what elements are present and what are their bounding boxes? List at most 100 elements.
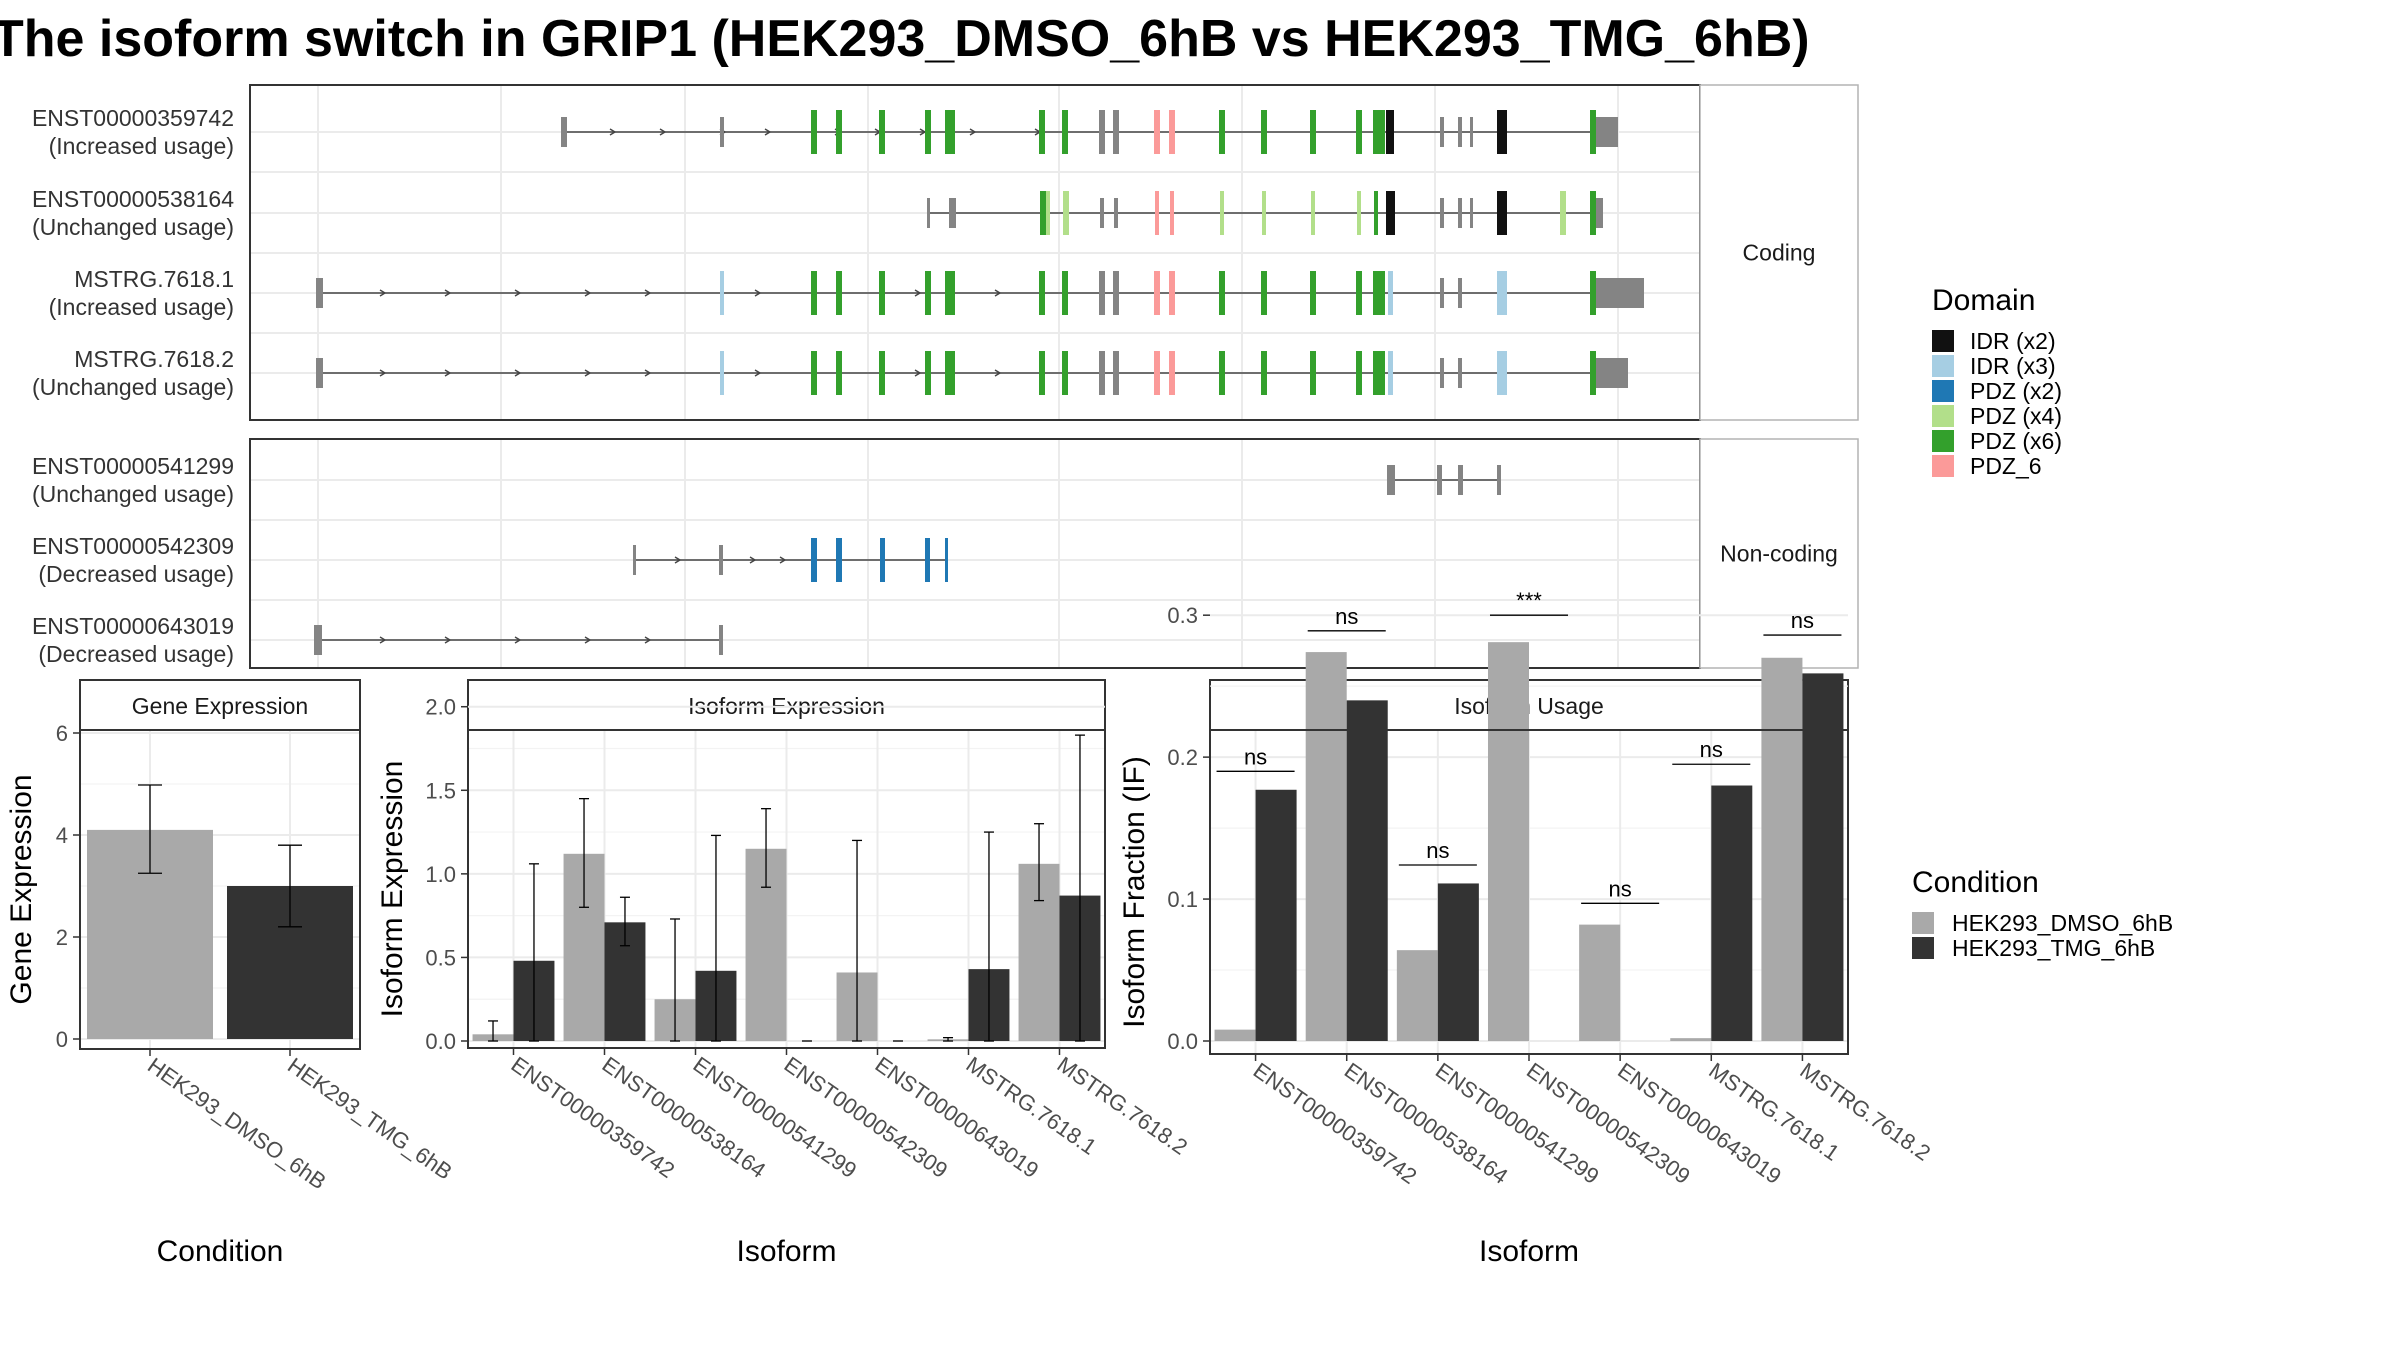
exon	[561, 117, 567, 147]
x-tick-label: ENST00000541299	[1431, 1058, 1604, 1189]
exon	[1590, 110, 1596, 154]
transcript-row: ENST00000538164(Unchanged usage)	[32, 186, 1603, 240]
exon	[879, 351, 885, 395]
strand-arrow	[644, 369, 652, 377]
exon	[949, 198, 956, 228]
exon	[1113, 351, 1119, 395]
y-tick-label: 0.5	[425, 945, 456, 970]
transcript-row: ENST00000541299(Unchanged usage)	[32, 453, 1501, 507]
significance-label: ns	[1335, 604, 1358, 629]
exon	[720, 117, 724, 147]
y-tick-label: 2	[56, 925, 68, 950]
facet-strip-label: Non-coding	[1720, 541, 1838, 567]
bar	[1396, 950, 1438, 1041]
facet-strip-label: Coding	[1743, 240, 1816, 266]
transcript-usage-label: (Unchanged usage)	[32, 481, 234, 507]
exon	[1099, 351, 1105, 395]
isoform-expression-chart: Isoform Expression 0.0 0.5 1.0 1.5 2.0 ENST000…	[376, 679, 1192, 1268]
strand-arrow	[914, 369, 922, 377]
exon	[1373, 271, 1379, 315]
bar	[1761, 657, 1803, 1041]
significance-label: ns	[1244, 744, 1267, 769]
strand-arrow	[674, 556, 682, 564]
bar	[1802, 673, 1844, 1041]
exon	[1062, 351, 1068, 395]
exon	[949, 110, 955, 154]
exon	[1470, 117, 1473, 147]
y-tick-label: 0.1	[1167, 887, 1198, 912]
exon	[925, 351, 931, 395]
figure-title: The isoform switch in GRIP1 (HEK293_DMSO…	[0, 10, 1810, 68]
domain-legend-label: PDZ (x6)	[1970, 428, 2062, 454]
x-axis-title: Isoform	[1479, 1235, 1579, 1268]
exon	[1373, 351, 1379, 395]
significance-label: ***	[1516, 588, 1542, 613]
strand-arrow	[749, 556, 757, 564]
bar	[1305, 652, 1347, 1041]
exon	[1458, 358, 1462, 388]
exon	[1560, 191, 1566, 235]
exon	[1440, 117, 1444, 147]
transcript-row: MSTRG.7618.1(Increased usage)	[49, 266, 1644, 320]
transcript-usage-label: (Decreased usage)	[38, 641, 234, 667]
strand-arrow	[379, 636, 387, 644]
exon	[949, 351, 955, 395]
y-axis-title: Gene Expression	[5, 774, 38, 1004]
exon	[1261, 110, 1267, 154]
exon	[1261, 351, 1267, 395]
x-tick-label: ENST00000643019	[1613, 1058, 1786, 1189]
bar	[1437, 883, 1479, 1041]
exon	[1310, 351, 1316, 395]
transcript-row: ENST00000643019(Decreased usage)	[32, 613, 723, 667]
bar	[1579, 924, 1621, 1041]
panel-background	[250, 439, 1700, 668]
transcript-row: ENST00000542309(Decreased usage)	[32, 533, 948, 587]
exon	[1356, 271, 1362, 315]
exon	[1356, 351, 1362, 395]
domain-legend-swatch	[1932, 430, 1954, 452]
condition-legend-label: HEK293_DMSO_6hB	[1952, 910, 2173, 936]
transcript-usage-label: (Increased usage)	[49, 294, 234, 320]
exon	[879, 271, 885, 315]
exon	[1062, 271, 1068, 315]
strand-arrow	[514, 289, 522, 297]
exon	[1497, 110, 1507, 154]
x-tick-label: ENST00000542309	[780, 1052, 953, 1183]
exon	[1310, 110, 1316, 154]
x-tick-label: ENST00000538164	[598, 1052, 771, 1183]
domain-legend-swatch	[1932, 330, 1954, 352]
isoform-usage-chart: Isoform Usagensnsns***nsnsns0.00.10.20.3…	[1118, 588, 1935, 1268]
exon	[1458, 198, 1462, 228]
plot-border	[79, 729, 361, 1050]
transcript-usage-label: (Decreased usage)	[38, 561, 234, 587]
exon	[1388, 351, 1393, 395]
exon	[1219, 351, 1225, 395]
exon	[1040, 191, 1046, 235]
y-tick-label: 0.3	[1167, 603, 1198, 628]
exon	[1497, 191, 1507, 235]
y-tick-label: 1.0	[425, 862, 456, 887]
domain-legend-title: Domain	[1932, 284, 2035, 317]
exon	[1114, 198, 1118, 228]
x-tick-label: ENST00000541299	[689, 1052, 862, 1183]
exon	[1219, 271, 1225, 315]
x-tick-label: ENST00000359742	[507, 1052, 680, 1183]
strand-arrow	[754, 369, 762, 377]
bar	[1255, 789, 1297, 1041]
exon	[720, 271, 724, 315]
exon	[1169, 110, 1175, 154]
domain-legend-swatch	[1932, 405, 1954, 427]
exon	[836, 538, 842, 582]
strand-arrow	[514, 636, 522, 644]
exon	[1170, 191, 1174, 235]
exon	[1261, 271, 1267, 315]
y-tick-label: 4	[56, 823, 68, 848]
exon	[1596, 278, 1644, 308]
exon	[1596, 198, 1603, 228]
exon	[1437, 465, 1442, 495]
domain-legend-label: PDZ (x4)	[1970, 403, 2062, 429]
condition-legend-swatch	[1912, 912, 1934, 934]
strand-arrow	[609, 128, 617, 136]
strand-arrow	[379, 369, 387, 377]
